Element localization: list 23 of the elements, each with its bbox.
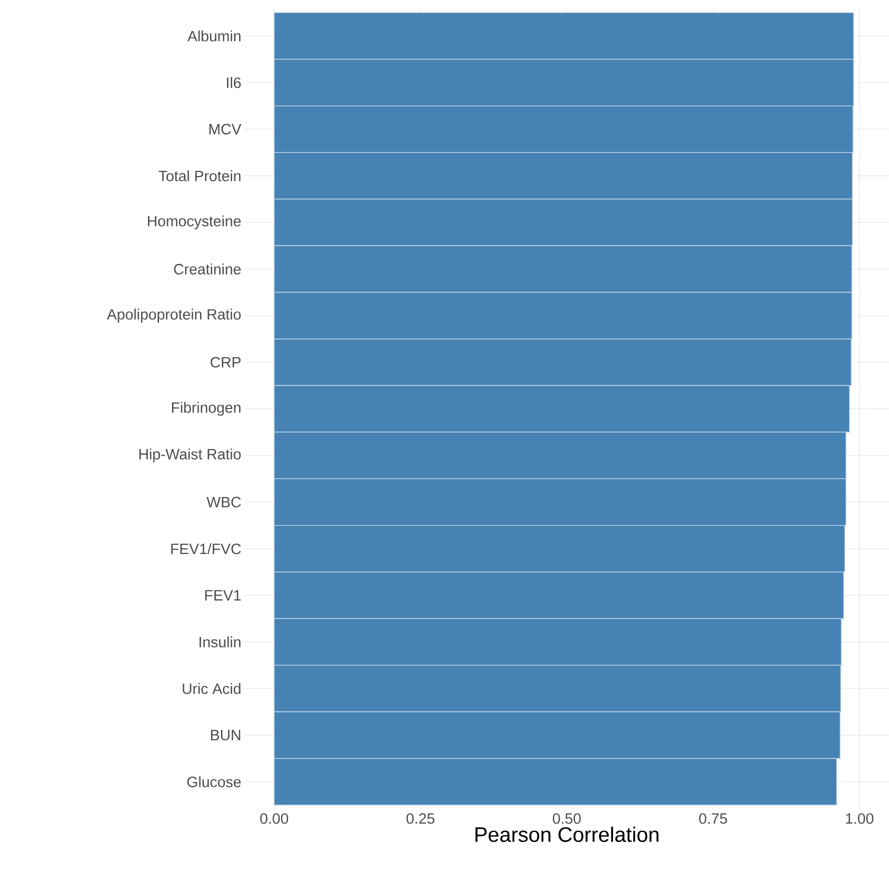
x-tick-label: 0.25: [406, 813, 434, 824]
y-tick-label: Homocysteine: [148, 216, 241, 230]
y-tick-label: Creatinine: [174, 264, 241, 275]
x-tick-label: 0.00: [260, 813, 288, 824]
y-tick-label: Uric Acid: [182, 683, 240, 694]
y-tick-label: Fibrinogen: [172, 402, 240, 416]
y-tick-label: FEV1/FVC: [171, 543, 241, 554]
y-tick-label: Il6: [227, 77, 241, 88]
y-tick-label: Insulin: [200, 636, 240, 648]
y-tick-label: BUN: [211, 730, 240, 740]
x-tick-label: 0.75: [699, 813, 728, 824]
x-tick-label: 0.50: [552, 813, 581, 824]
y-tick-label: Glucose: [187, 776, 241, 788]
x-axis-title: Pearson Correlation: [476, 826, 658, 842]
y-tick-label: Hip-Waist Ratio: [139, 448, 241, 463]
x-tick-label: 1.00: [846, 813, 874, 824]
y-tick-label: MCV: [209, 124, 242, 135]
y-tick-label: Albumin: [187, 30, 240, 42]
y-tick-label: WBC: [206, 496, 241, 508]
y-tick-label: CRP: [210, 357, 241, 368]
y-tick-label: Apolipoprotein Ratio: [106, 308, 241, 323]
y-tick-label: Total Protein: [158, 170, 240, 182]
y-tick-label: FEV1: [205, 590, 241, 601]
